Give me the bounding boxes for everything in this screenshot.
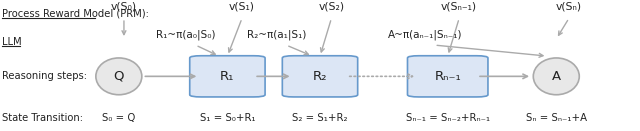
- FancyBboxPatch shape: [408, 56, 488, 97]
- Text: A~π(aₙ₋₁|Sₙ₋₁): A~π(aₙ₋₁|Sₙ₋₁): [387, 30, 462, 40]
- Ellipse shape: [96, 58, 142, 95]
- Text: S₁ = S₀+R₁: S₁ = S₀+R₁: [200, 113, 255, 123]
- Text: Sₙ = Sₙ₋₁+A: Sₙ = Sₙ₋₁+A: [526, 113, 587, 123]
- FancyBboxPatch shape: [282, 56, 358, 97]
- Text: Sₙ₋₁ = Sₙ₋₂+Rₙ₋₁: Sₙ₋₁ = Sₙ₋₂+Rₙ₋₁: [406, 113, 490, 123]
- Text: Reasoning steps:: Reasoning steps:: [2, 71, 87, 81]
- Text: S₀ = Q: S₀ = Q: [102, 113, 136, 123]
- Text: v(Sₙ₋₁): v(Sₙ₋₁): [441, 1, 477, 11]
- Text: v(S₀): v(S₀): [111, 1, 137, 11]
- Text: R₂~π(a₁|S₁): R₂~π(a₁|S₁): [247, 30, 307, 40]
- Text: S₂ = S₁+R₂: S₂ = S₁+R₂: [292, 113, 348, 123]
- Text: Q: Q: [113, 70, 124, 83]
- Text: v(S₁): v(S₁): [229, 1, 255, 11]
- Text: LLM: LLM: [2, 37, 22, 47]
- Text: Process Reward Model (PRM):: Process Reward Model (PRM):: [2, 9, 149, 19]
- Text: v(Sₙ): v(Sₙ): [556, 1, 582, 11]
- FancyBboxPatch shape: [189, 56, 265, 97]
- Text: State Transition:: State Transition:: [2, 113, 83, 123]
- Text: Rₙ₋₁: Rₙ₋₁: [435, 70, 461, 83]
- Text: v(S₂): v(S₂): [319, 1, 344, 11]
- Text: R₁~π(a₀|S₀): R₁~π(a₀|S₀): [156, 30, 216, 40]
- Text: R₁: R₁: [220, 70, 235, 83]
- Text: A: A: [552, 70, 561, 83]
- Text: R₂: R₂: [313, 70, 327, 83]
- Ellipse shape: [533, 58, 579, 95]
